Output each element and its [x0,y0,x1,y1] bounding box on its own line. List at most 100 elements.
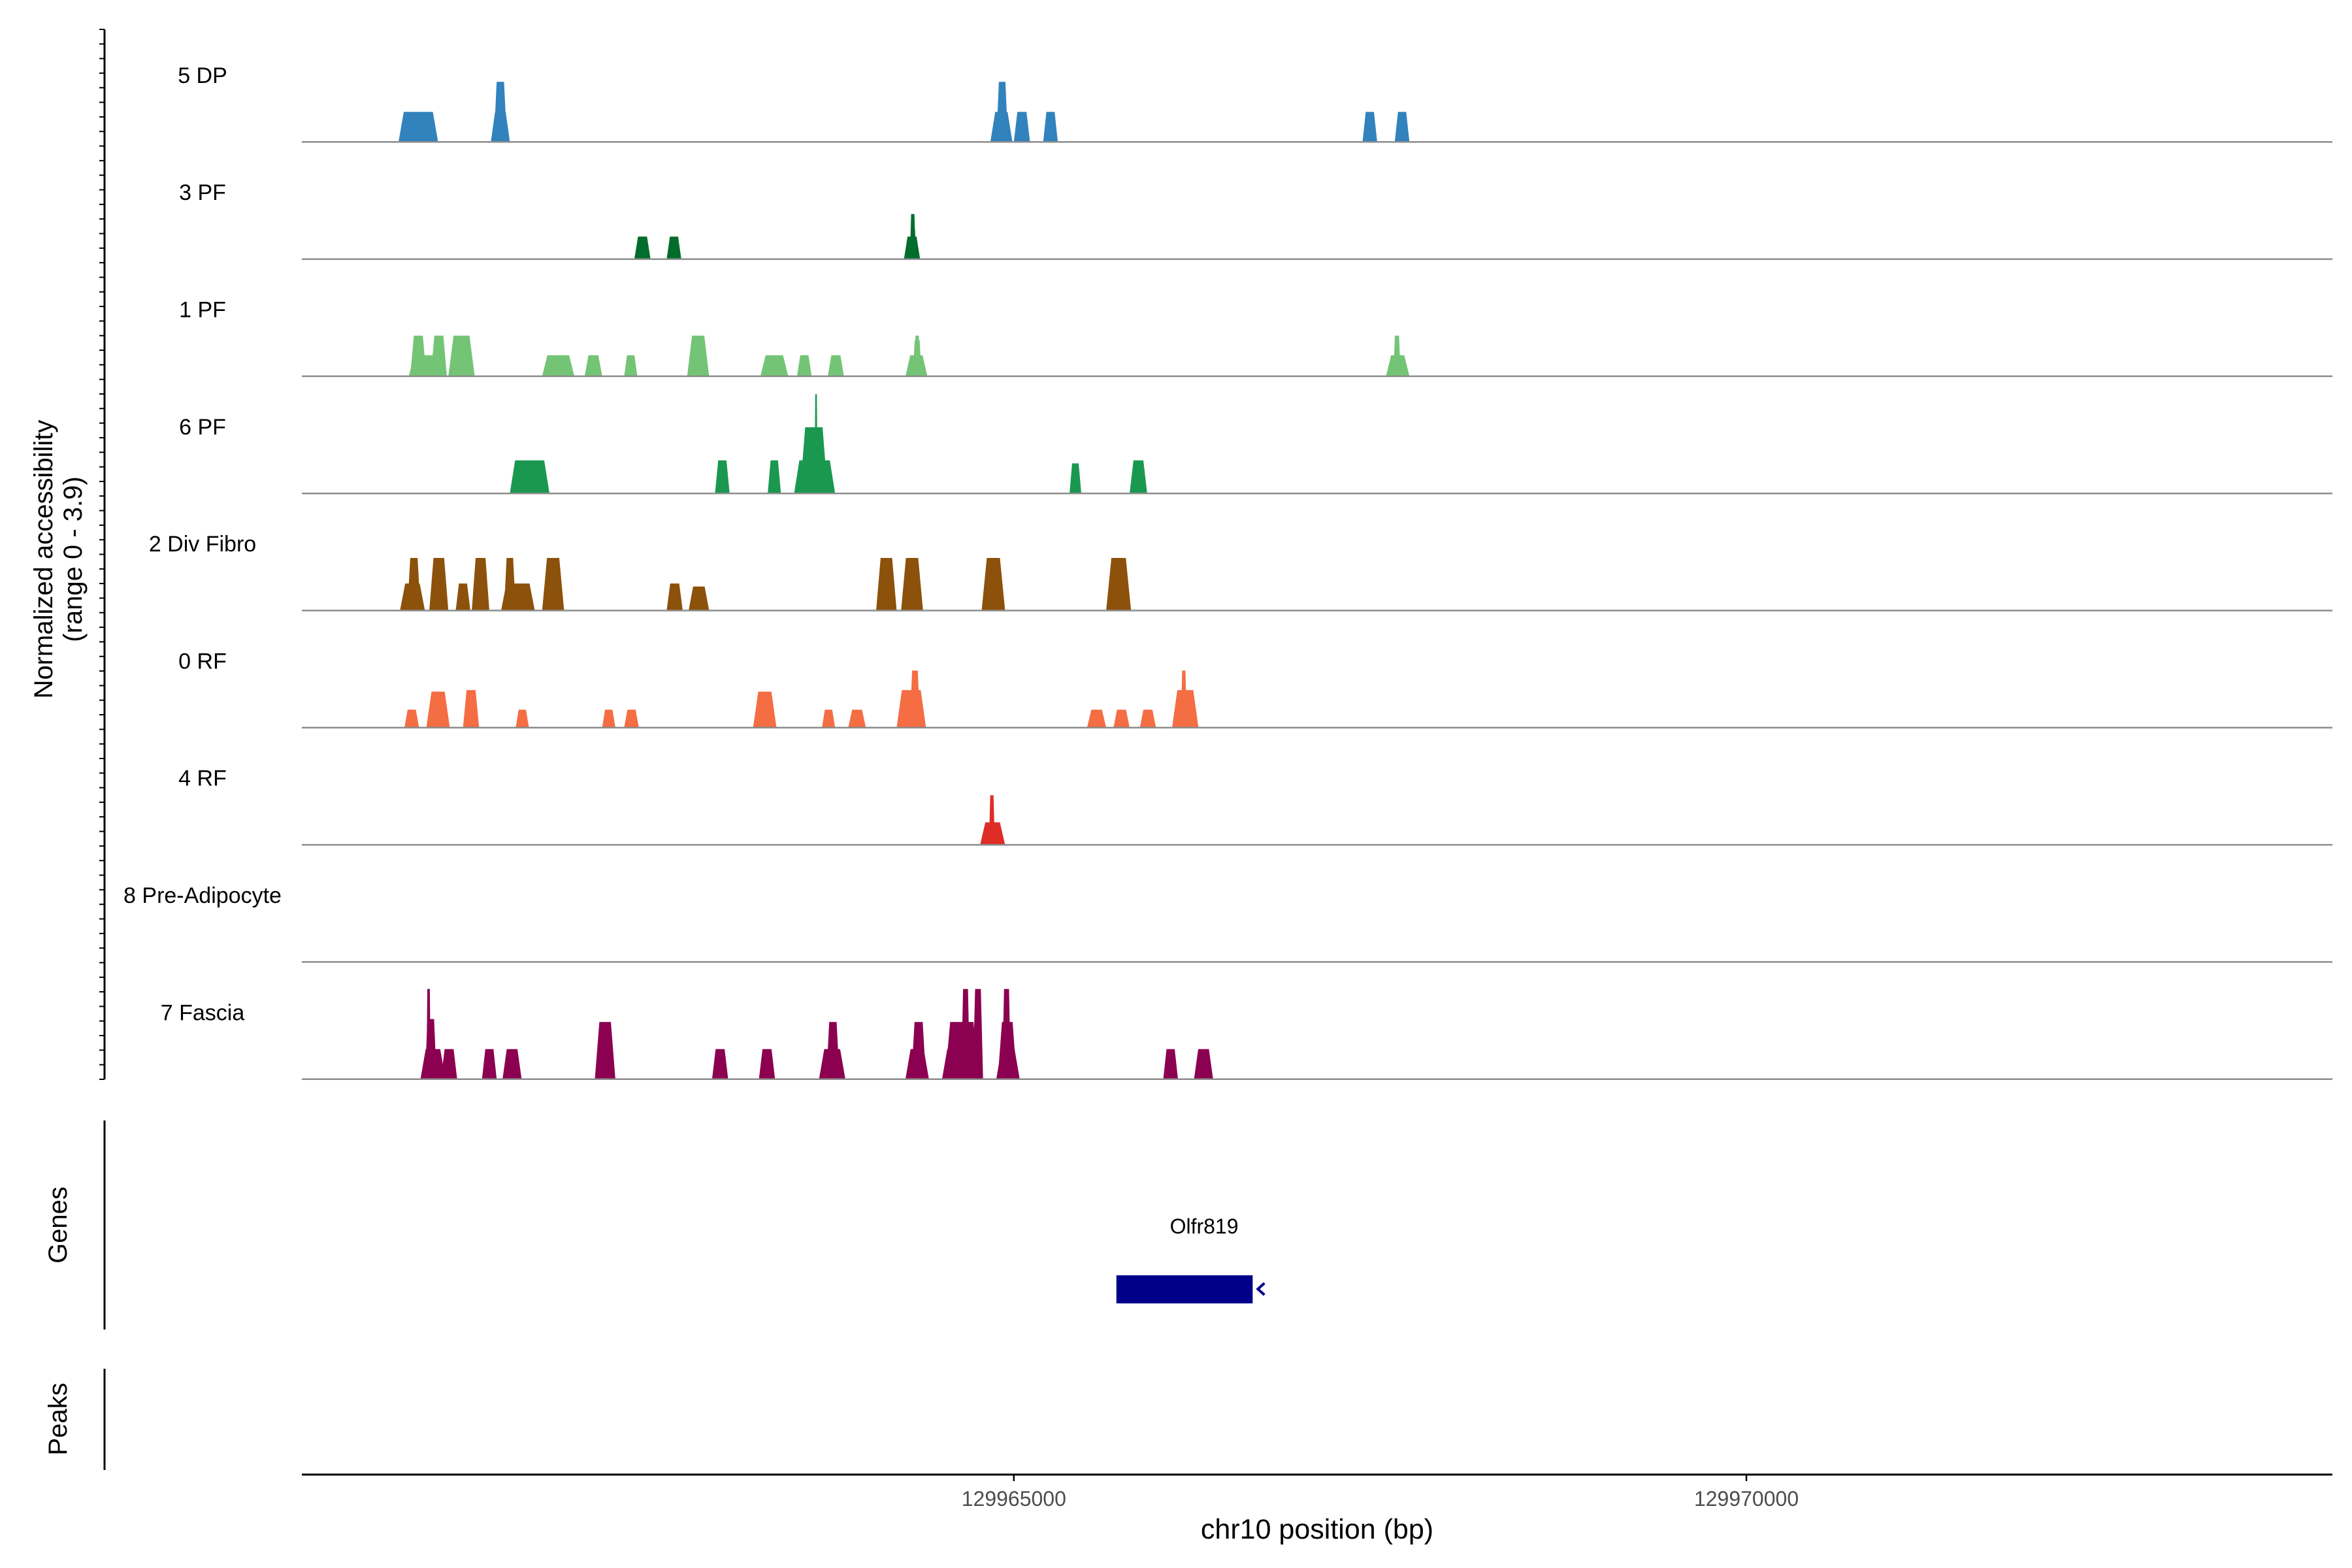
coverage-peak [1130,460,1147,494]
coverage-peak [1362,112,1377,142]
coverage-peak [753,691,777,728]
coverage-peak [1194,1049,1213,1079]
coverage-peak [666,583,683,611]
track-label: 0 RF [178,649,227,674]
track-1-pf: 1 PF [179,297,2332,378]
coverage-peak [441,1049,457,1079]
track-label: 3 PF [179,180,226,205]
coverage-peak [436,691,441,728]
coverage-peak [796,355,812,376]
coverage-peak [687,335,710,376]
coverage-peak [634,237,651,259]
coverage-peak [901,558,923,611]
track-label: 1 PF [179,297,226,322]
track-6-pf: 6 PF [179,394,2332,495]
coverage-peak [913,229,916,259]
coverage-peak [806,427,823,494]
genes-track-label: Genes [44,1186,73,1264]
track-2-div-fibro: 2 Div Fibro [149,532,2332,612]
coverage-peak [433,583,449,611]
track-5-dp: 5 DP [178,63,2332,143]
x-axis: 129965000 129970000 [302,1473,2332,1511]
coverage-peak [1043,112,1058,142]
coverage-peak [711,1049,728,1079]
coverage-peak [990,112,1013,142]
coverage-peak [1113,710,1130,728]
gene-olfr819: Olfr819 [1116,1215,1266,1303]
coverage-peak [911,1022,926,1079]
coverage-peak [584,355,602,376]
coverage-peak [1139,710,1156,728]
coverage-peak [988,795,995,845]
coverage-peak [1086,710,1107,728]
peaks-track-label: Peaks [44,1382,73,1455]
coverage-peak [1106,558,1132,611]
coverage-peak [666,237,681,259]
y-axis-range-label: (range 0 - 3.9) [59,476,88,642]
coverage-peak [404,710,419,728]
coverage-peak [426,988,431,1079]
coverage-peak [491,112,510,142]
track-7-fascia: 7 Fascia [161,988,2332,1080]
gene-strand-arrow [1256,1282,1266,1296]
gene-name-label: Olfr819 [1170,1215,1239,1238]
coverage-peak [510,460,549,494]
track-8-pre-adipocyte: 8 Pre-Adipocyte [123,883,2332,963]
coverage-peak [504,558,516,611]
coverage-peak [624,355,638,376]
x-tick-label: 129965000 [962,1487,1066,1511]
coverage-peak [961,988,970,1079]
track-label: 2 Div Fibro [149,532,256,557]
coverage-peak [981,558,1005,611]
coverage-peak [760,355,789,376]
coverage-peak [431,335,447,376]
y-axis-label: Normalized accessibility [29,420,58,699]
coverage-peak [826,1022,840,1079]
track-4-rf: 4 RF [178,766,2332,846]
gene-body [1116,1275,1253,1303]
coverage-peak [848,710,866,728]
coverage-peak [542,558,564,611]
coverage-peak [455,583,470,611]
coverage-peak [448,335,475,376]
coverage-peak [876,558,897,611]
track-3-pf: 3 PF [179,180,2332,260]
coverage-peak [973,988,983,1079]
coverage-peak [689,586,710,611]
coverage-peak [1181,670,1187,728]
genes-panel: Olfr819 [1116,1215,1266,1303]
accessibility-tracks: 5 DP 3 PF 1 PF 6 PF 2 Div Fibro 0 RF 4 RF 8 Pre… [123,63,2332,1080]
track-label: 8 Pre-Adipocyte [123,883,282,908]
coverage-peak [1013,112,1030,142]
track-label: 5 DP [178,63,227,88]
track-label: 6 PF [179,415,226,440]
coverage-peak [502,1049,522,1079]
coverage-peak [1393,335,1401,376]
coverage-peak [822,710,836,728]
coverage-peak [814,394,818,494]
left-axes [99,29,106,1470]
track-label: 7 Fascia [161,1000,245,1025]
coverage-peak [1163,1049,1178,1079]
coverage-peak [1002,988,1011,1079]
track-0-rf: 0 RF [178,649,2332,729]
coverage-peak [624,710,639,728]
coverage-peak [913,340,922,376]
track-label: 4 RF [178,766,227,791]
coverage-peak [472,558,489,611]
coverage-peak [407,558,421,611]
coverage-peak [515,710,529,728]
coverage-peak [399,112,438,142]
coverage-peak [410,335,427,376]
coverage-peak [759,1049,776,1079]
x-axis-label: chr10 position (bp) [1201,1514,1433,1545]
x-tick-label: 129970000 [1694,1487,1799,1511]
coverage-peak [1394,112,1410,142]
coverage-peak [596,1049,614,1079]
coverage-peak [715,460,730,494]
coverage-peak [602,710,615,728]
coverage-peak [768,460,781,494]
coverage-peak [482,1049,497,1079]
coverage-peak [542,355,575,376]
